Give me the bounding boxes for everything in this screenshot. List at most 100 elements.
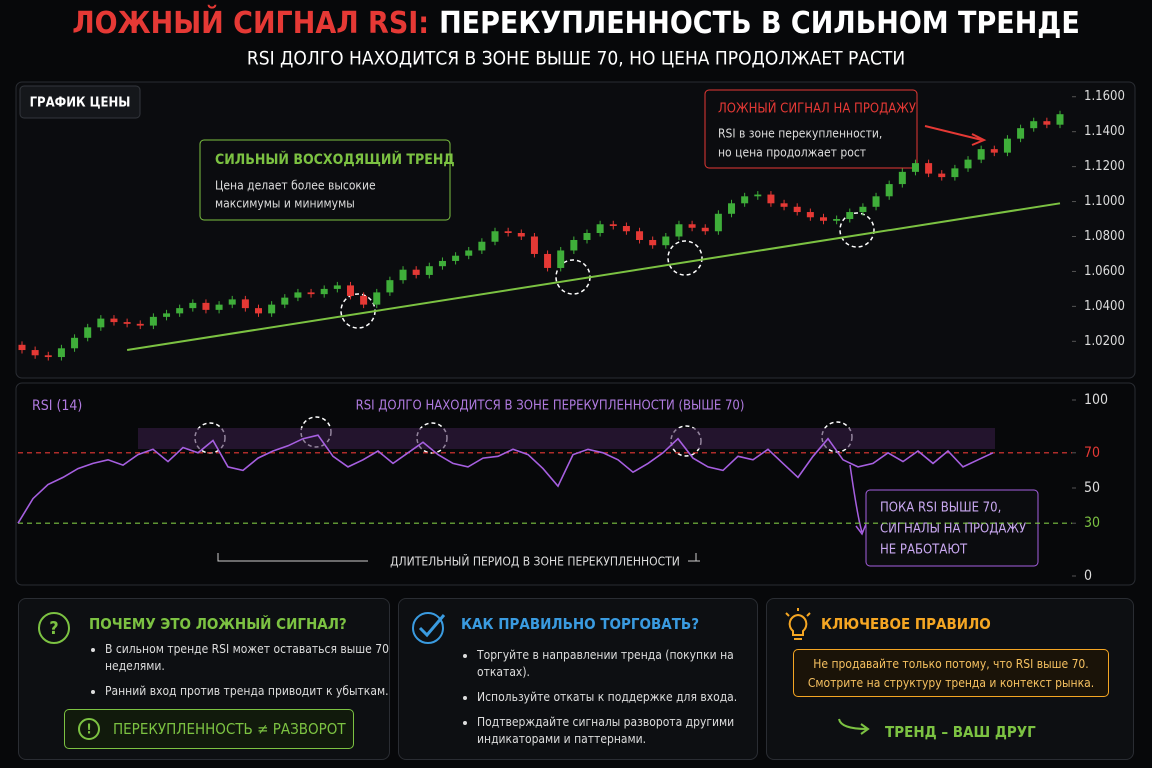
y-tick-label: 0	[1084, 568, 1092, 584]
bracket	[217, 553, 700, 562]
candle-body	[872, 196, 880, 207]
icon	[412, 612, 446, 644]
candle-body	[255, 308, 263, 314]
candle-body	[399, 269, 407, 281]
candle-body	[478, 241, 486, 251]
candle-body	[268, 304, 276, 314]
candle-body	[898, 171, 906, 185]
annotation-text: RSI в зоне перекупленности,	[718, 127, 882, 141]
note-text: ПОКА RSI ВЫШЕ 70,	[880, 501, 1001, 516]
price-title-box	[19, 85, 141, 119]
y-tick-label: 30	[1084, 515, 1100, 531]
candle-body	[294, 292, 302, 298]
candle-body	[1017, 128, 1025, 139]
candle-body	[622, 226, 630, 232]
panel: КЛЮЧЕВОЕ ПРАВИЛО Не продавайте только по…	[766, 598, 1134, 760]
y-tick-label: 1.0600	[1084, 264, 1125, 279]
candle-body	[241, 299, 249, 309]
candle-body	[1030, 121, 1038, 129]
candle-body	[911, 163, 919, 172]
annotation-title: ЛОЖНЫЙ СИГНАЛ НА ПРОДАЖУ	[718, 101, 916, 117]
candle-body	[938, 173, 946, 178]
candle-body	[951, 168, 959, 178]
annotation-text: максимумы и минимумы	[215, 197, 355, 211]
panel-title: КЛЮЧЕВОЕ ПРАВИЛО	[821, 615, 991, 633]
badge-text: ПЕРЕКУПЛЕННОСТЬ ≠ РАЗВОРОТ	[113, 720, 346, 738]
rule-box: Не продавайте только потому, что RSI выш…	[793, 649, 1109, 697]
list-item: Ранний вход против тренда приводит к убы…	[105, 683, 395, 700]
candle-body	[819, 217, 827, 221]
candle-body	[806, 212, 814, 218]
rsi-title: RSI (14)	[32, 398, 82, 414]
svg-text:?: ?	[49, 618, 58, 639]
candle-body	[741, 196, 749, 204]
panel-title: ПОЧЕМУ ЭТО ЛОЖНЫЙ СИГНАЛ?	[89, 615, 347, 633]
candle-body	[1003, 138, 1011, 153]
panel: ? ПОЧЕМУ ЭТО ЛОЖНЫЙ СИГНАЛ? В сильном тр…	[18, 598, 390, 760]
panel-title: КАК ПРАВИЛЬНО ТОРГОВАТЬ?	[461, 615, 700, 633]
candle-body	[373, 292, 381, 305]
candle-body	[530, 236, 538, 254]
candle-body	[662, 236, 670, 246]
arrow	[924, 125, 987, 146]
candle-body	[57, 348, 65, 358]
candle-body	[754, 194, 762, 197]
candle-body	[714, 213, 722, 232]
title-rest: ПЕРЕКУПЛЕННОСТЬ В СИЛЬНОМ ТРЕНДЕ	[439, 6, 1080, 41]
candle-body	[557, 250, 565, 268]
candle-body	[504, 231, 512, 233]
svg-text:!: !	[86, 723, 91, 738]
candle-body	[649, 239, 657, 246]
candle-body	[452, 255, 460, 261]
annotation-text: Цена делает более высокие	[215, 179, 376, 193]
candle-body	[31, 350, 39, 356]
list-item: Используйте откаты к поддержке для входа…	[477, 689, 762, 706]
list: Торгуйте в направлении тренда (покупки н…	[461, 647, 762, 756]
arrow	[849, 464, 867, 536]
y-tick-label: 100	[1084, 392, 1108, 408]
candle-body	[596, 224, 604, 233]
title-accent: ЛОЖНЫЙ СИГНАЛ RSI:	[72, 5, 429, 41]
rsi-panel	[15, 382, 1136, 586]
price-title: ГРАФИК ЦЕНЫ	[30, 96, 131, 111]
candle-body	[833, 219, 841, 221]
candle-body	[18, 344, 26, 351]
candle-body	[570, 239, 578, 251]
candle-body	[228, 299, 236, 305]
candle-body	[84, 327, 92, 338]
candle-body	[491, 231, 499, 242]
candle-body	[333, 285, 341, 289]
candle-body	[71, 337, 79, 349]
candle-body	[149, 316, 157, 326]
candle-body	[123, 322, 131, 324]
candle-body	[1056, 114, 1064, 125]
candle-body	[977, 149, 985, 160]
annotation-text: но цена продолжает рост	[718, 146, 866, 160]
list: В сильном тренде RSI может оставаться вы…	[89, 641, 395, 708]
candle-body	[215, 304, 223, 310]
list-item: Торгуйте в направлении тренда (покупки н…	[477, 647, 762, 681]
candle-body	[136, 323, 144, 326]
candle-body	[412, 269, 420, 275]
candle-body	[885, 184, 893, 197]
candle-body	[544, 253, 552, 268]
panel: КАК ПРАВИЛЬНО ТОРГОВАТЬ? Торгуйте в напр…	[398, 598, 758, 760]
candle-body	[964, 159, 972, 169]
candle-body	[517, 233, 525, 237]
candle-body	[859, 206, 867, 213]
price-panel	[15, 81, 1136, 379]
annotation-box	[199, 139, 451, 221]
candle-body	[425, 266, 433, 275]
y-tick-label: 70	[1084, 445, 1100, 461]
y-tick-label: 1.0800	[1084, 229, 1125, 244]
candle-body	[990, 149, 998, 153]
candle-body	[767, 194, 775, 204]
note-text: НЕ РАБОТАЮТ	[880, 543, 968, 558]
candle-body	[636, 231, 644, 240]
y-tick-label: 1.1200	[1084, 159, 1125, 174]
candle-body	[281, 297, 289, 305]
note-box	[865, 489, 1039, 567]
period-label: ДЛИТЕЛЬНЫЙ ПЕРИОД В ЗОНЕ ПЕРЕКУПЛЕННОСТИ	[390, 554, 680, 569]
candle-body	[701, 227, 709, 232]
candle-body	[307, 292, 315, 295]
